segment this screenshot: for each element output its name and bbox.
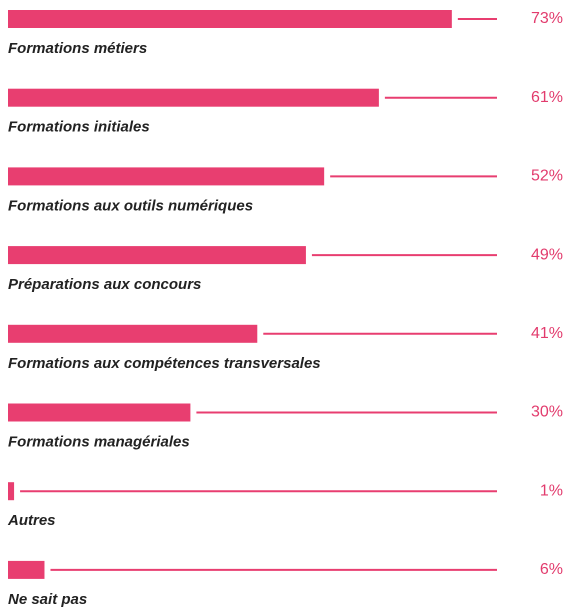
bar <box>8 167 325 186</box>
category-label: Autres <box>7 512 56 529</box>
value-label: 73% <box>531 10 563 27</box>
category-label: Formations aux outils numériques <box>8 197 253 214</box>
value-label: 61% <box>531 89 563 106</box>
bar <box>8 88 379 107</box>
bar <box>8 324 258 343</box>
category-label: Formations initiales <box>8 119 150 136</box>
value-label: 6% <box>540 561 563 578</box>
category-label: Formations métiers <box>8 40 147 57</box>
category-label: Préparations aux concours <box>8 276 201 293</box>
bar <box>8 403 191 422</box>
bar <box>8 10 452 28</box>
value-label: 41% <box>531 325 563 342</box>
value-label: 49% <box>531 246 563 263</box>
value-label: 30% <box>531 404 563 421</box>
value-label: 52% <box>531 168 563 185</box>
value-label: 1% <box>540 482 563 499</box>
bar <box>8 482 15 501</box>
bar <box>8 560 45 579</box>
bar <box>8 246 306 265</box>
category-label: Formations aux compétences transversales <box>8 355 321 372</box>
category-label: Ne sait pas <box>8 591 87 608</box>
category-label: Formations managériales <box>8 433 190 450</box>
